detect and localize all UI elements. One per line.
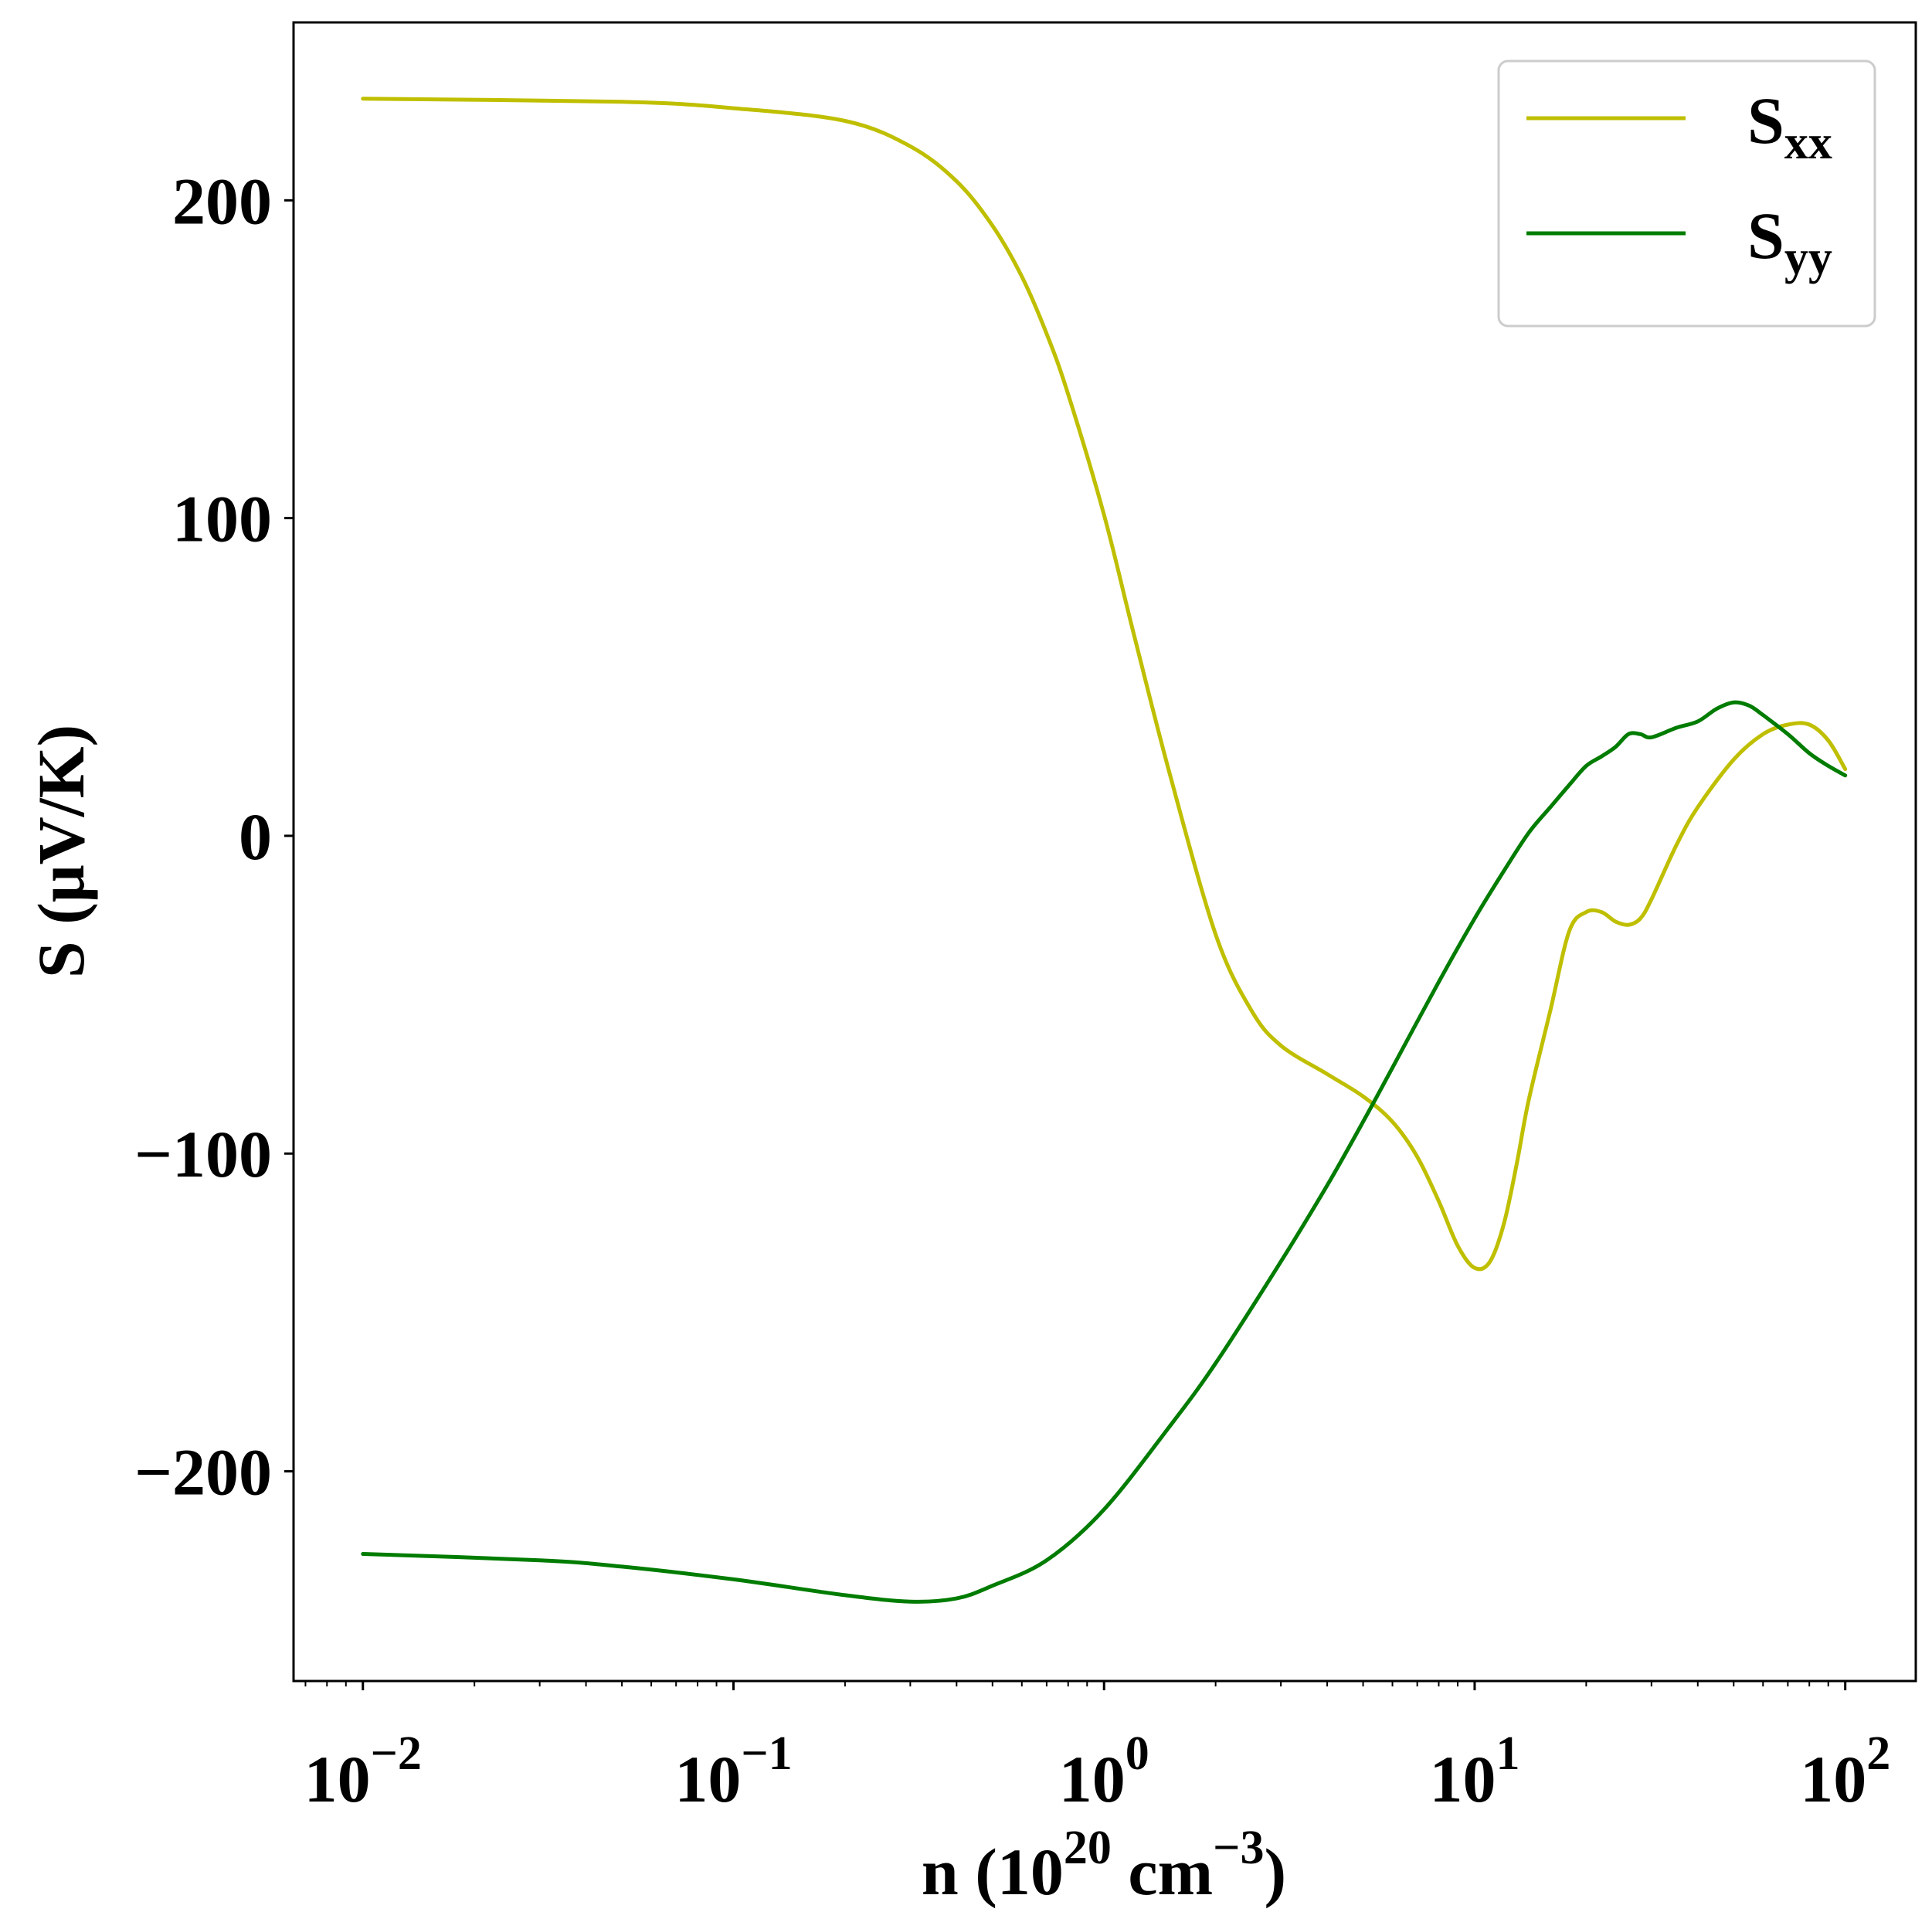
legend-label-sxx-subscript: xx [1784,117,1832,169]
x-tick-label: 100 [1059,1727,1149,1816]
x-axis-label-unit: cm [1112,1835,1213,1909]
x-tick-label-base: 10 [1429,1742,1496,1816]
x-tick-label: 10−2 [304,1727,422,1816]
legend-label-syy: Syy [1747,199,1832,284]
x-axis-label-exponent-1: 20 [1064,1822,1112,1874]
legend-label-syy-main: S [1747,199,1784,273]
y-tick-label: 200 [172,164,272,238]
x-tick-label-base: 10 [1800,1742,1866,1816]
y-tick-label: 0 [239,800,272,874]
y-axis-label: S (μV/K) [24,725,98,978]
x-tick-label-exponent: 1 [1496,1727,1519,1780]
legend-label-sxx-main: S [1747,83,1784,158]
legend-frame [1497,59,1876,328]
x-tick-label-base: 10 [1059,1742,1126,1816]
y-tick-label: 100 [172,482,272,556]
x-tick-label-exponent: −2 [371,1727,422,1780]
x-axis-label: n (1020 cm−3) [922,1822,1286,1909]
series-layer [361,97,1848,1604]
y-tick-label: −100 [134,1117,272,1191]
x-axis-label-close: ) [1264,1835,1286,1909]
legend-label-syy-subscript: yy [1784,232,1832,284]
series-line-sxx [361,97,1848,1272]
series-line-syy [361,700,1848,1604]
y-tick-label: −200 [134,1435,272,1510]
legend: Sxx Syy [1497,59,1876,328]
x-axis-label-main: n (10 [922,1835,1064,1909]
x-axis-label-exponent-2: −3 [1213,1822,1264,1874]
x-tick-label-exponent: 0 [1126,1727,1149,1780]
x-tick-label: 102 [1800,1727,1890,1816]
plot-frame [292,21,1917,1683]
legend-label-sxx: Sxx [1747,83,1832,169]
x-tick-label: 10−1 [674,1727,792,1816]
x-tick-label-exponent: 2 [1866,1727,1890,1780]
x-tick-label-base: 10 [304,1742,371,1816]
x-tick-label: 101 [1429,1727,1519,1816]
x-tick-label-base: 10 [674,1742,741,1816]
x-tick-label-exponent: −1 [741,1727,792,1780]
